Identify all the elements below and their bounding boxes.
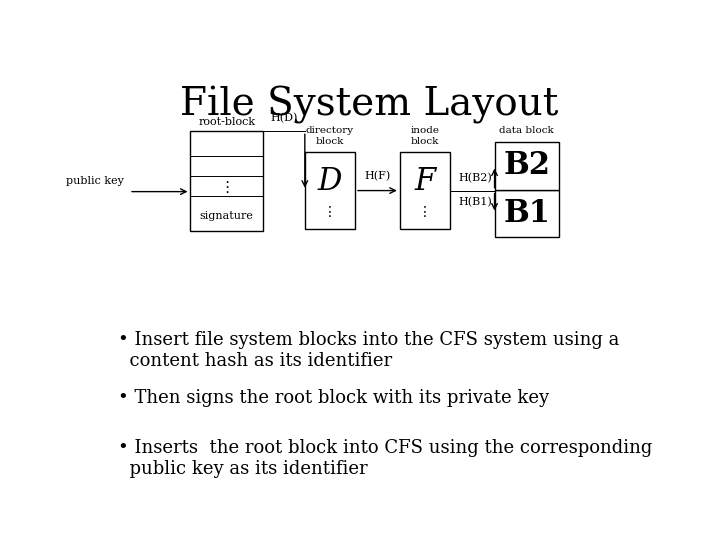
Text: root-block: root-block bbox=[198, 117, 256, 127]
Text: F: F bbox=[414, 166, 436, 197]
Text: public key: public key bbox=[66, 176, 124, 186]
Text: • Inserts  the root block into CFS using the corresponding
  public key as its i: • Inserts the root block into CFS using … bbox=[118, 439, 652, 478]
Bar bbox=[495, 190, 559, 238]
Text: signature: signature bbox=[199, 211, 253, 221]
Text: • Insert file system blocks into the CFS system using a
  content hash as its id: • Insert file system blocks into the CFS… bbox=[118, 331, 619, 370]
Text: inode
block: inode block bbox=[410, 126, 439, 146]
Text: File System Layout: File System Layout bbox=[180, 85, 558, 124]
Text: • Then signs the root block with its private key: • Then signs the root block with its pri… bbox=[118, 389, 549, 407]
Text: ⋮: ⋮ bbox=[323, 205, 337, 219]
Bar bbox=[400, 152, 450, 229]
Text: ⋮: ⋮ bbox=[219, 180, 234, 195]
Text: B2: B2 bbox=[503, 150, 550, 181]
Text: H(B1): H(B1) bbox=[458, 197, 492, 207]
Text: data block: data block bbox=[499, 174, 554, 183]
Bar bbox=[495, 141, 559, 190]
Text: H(F): H(F) bbox=[364, 171, 390, 181]
Text: H(B2): H(B2) bbox=[458, 173, 492, 183]
Text: ⋮: ⋮ bbox=[418, 205, 432, 219]
Bar bbox=[190, 131, 263, 231]
Text: H(D): H(D) bbox=[270, 113, 297, 123]
Text: directory
block: directory block bbox=[306, 126, 354, 146]
Bar bbox=[305, 152, 355, 229]
Text: data block: data block bbox=[499, 126, 554, 136]
Text: D: D bbox=[318, 166, 342, 197]
Text: B1: B1 bbox=[503, 198, 550, 229]
